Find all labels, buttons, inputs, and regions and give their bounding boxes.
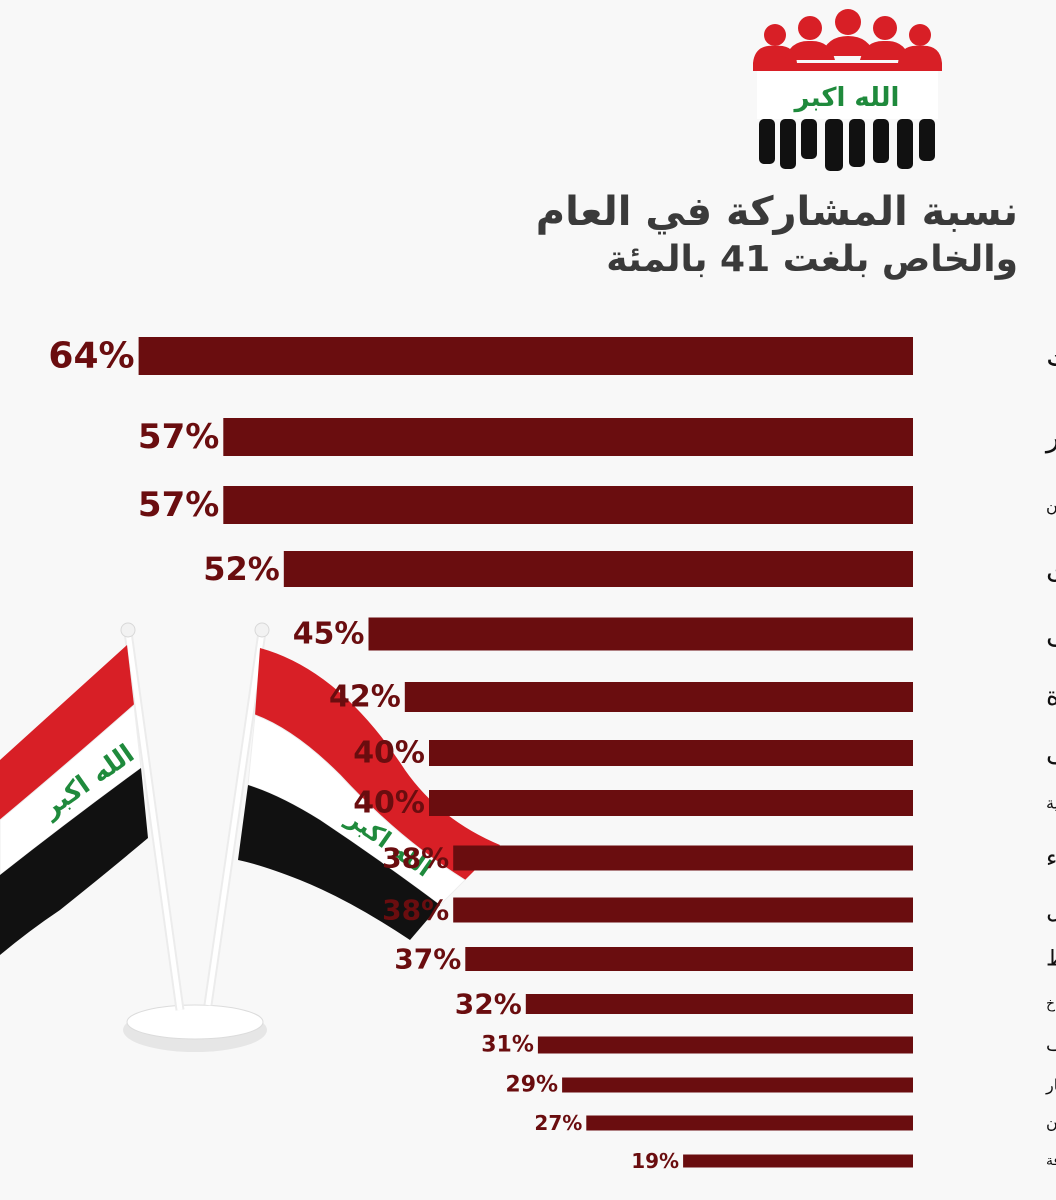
value-label-3: 57% bbox=[138, 485, 219, 525]
value-label-7: 40% bbox=[353, 736, 425, 771]
bar-3 bbox=[223, 486, 914, 524]
category-label-8: الديوانية bbox=[1046, 794, 1056, 814]
category-label-7: ديالى bbox=[1046, 738, 1056, 768]
bar-10 bbox=[453, 897, 913, 923]
value-label-5: 45% bbox=[293, 617, 365, 652]
value-label-4: 52% bbox=[203, 550, 280, 588]
bar-12 bbox=[525, 994, 913, 1014]
value-label-6: 42% bbox=[329, 680, 401, 715]
bar-1 bbox=[138, 337, 914, 375]
category-label-1: كركوك bbox=[1046, 339, 1056, 374]
category-label-5: المثنى bbox=[1046, 618, 1056, 651]
category-label-2: الانبار bbox=[1044, 421, 1056, 454]
value-label-2: 57% bbox=[138, 417, 219, 457]
category-label-9: كربلاء bbox=[1046, 844, 1056, 872]
category-label-11: واسط bbox=[1046, 947, 1056, 972]
value-label-10: 38% bbox=[382, 894, 449, 927]
title-line-2: والخاص بلغت 41 بالمئة bbox=[606, 239, 1018, 280]
category-label-10: بابل bbox=[1046, 896, 1056, 924]
value-label-9: 38% bbox=[382, 842, 449, 875]
people-flag-logo-icon: الله اكبر bbox=[753, 9, 942, 171]
bar-2 bbox=[223, 418, 914, 456]
bar-6 bbox=[404, 682, 913, 712]
title-line-1: نسبة المشاركة في العام bbox=[535, 189, 1018, 235]
bar-5 bbox=[368, 617, 913, 651]
bar-11 bbox=[465, 947, 913, 971]
value-label-15: 27% bbox=[534, 1111, 582, 1135]
value-label-12: 32% bbox=[455, 988, 522, 1021]
logo-inscription: الله اكبر bbox=[793, 83, 900, 113]
bar-13 bbox=[537, 1036, 913, 1054]
iraqi-flags-icon: الله اكبر الله اكبر bbox=[0, 622, 500, 1052]
category-label-15: ميسان bbox=[1046, 1114, 1056, 1133]
bar-14 bbox=[562, 1077, 913, 1093]
category-label-4: نينوى bbox=[1046, 553, 1056, 586]
category-label-3: صلاح الدين bbox=[1046, 496, 1056, 516]
value-label-8: 40% bbox=[353, 786, 425, 821]
bar-9 bbox=[453, 845, 913, 871]
bar-15 bbox=[586, 1115, 913, 1131]
bar-7 bbox=[429, 740, 913, 766]
value-label-16: 19% bbox=[631, 1149, 679, 1173]
chart-title: نسبة المشاركة في العام والخاص بلغت 41 با… bbox=[498, 188, 1018, 284]
bar-4 bbox=[283, 551, 913, 587]
value-label-1: 64% bbox=[48, 336, 134, 377]
category-label-13: النجف bbox=[1046, 1035, 1056, 1056]
category-label-16: بغداد - الرصافة bbox=[1046, 1153, 1056, 1169]
category-label-6: البصرة bbox=[1046, 682, 1056, 712]
category-label-14: ذي قار bbox=[1045, 1076, 1056, 1096]
value-label-13: 31% bbox=[481, 1033, 534, 1058]
bar-16 bbox=[683, 1154, 913, 1168]
value-label-11: 37% bbox=[394, 943, 461, 976]
bar-8 bbox=[429, 790, 913, 816]
category-label-12: بغداد - الكراخ bbox=[1046, 996, 1056, 1012]
value-label-14: 29% bbox=[505, 1073, 558, 1098]
